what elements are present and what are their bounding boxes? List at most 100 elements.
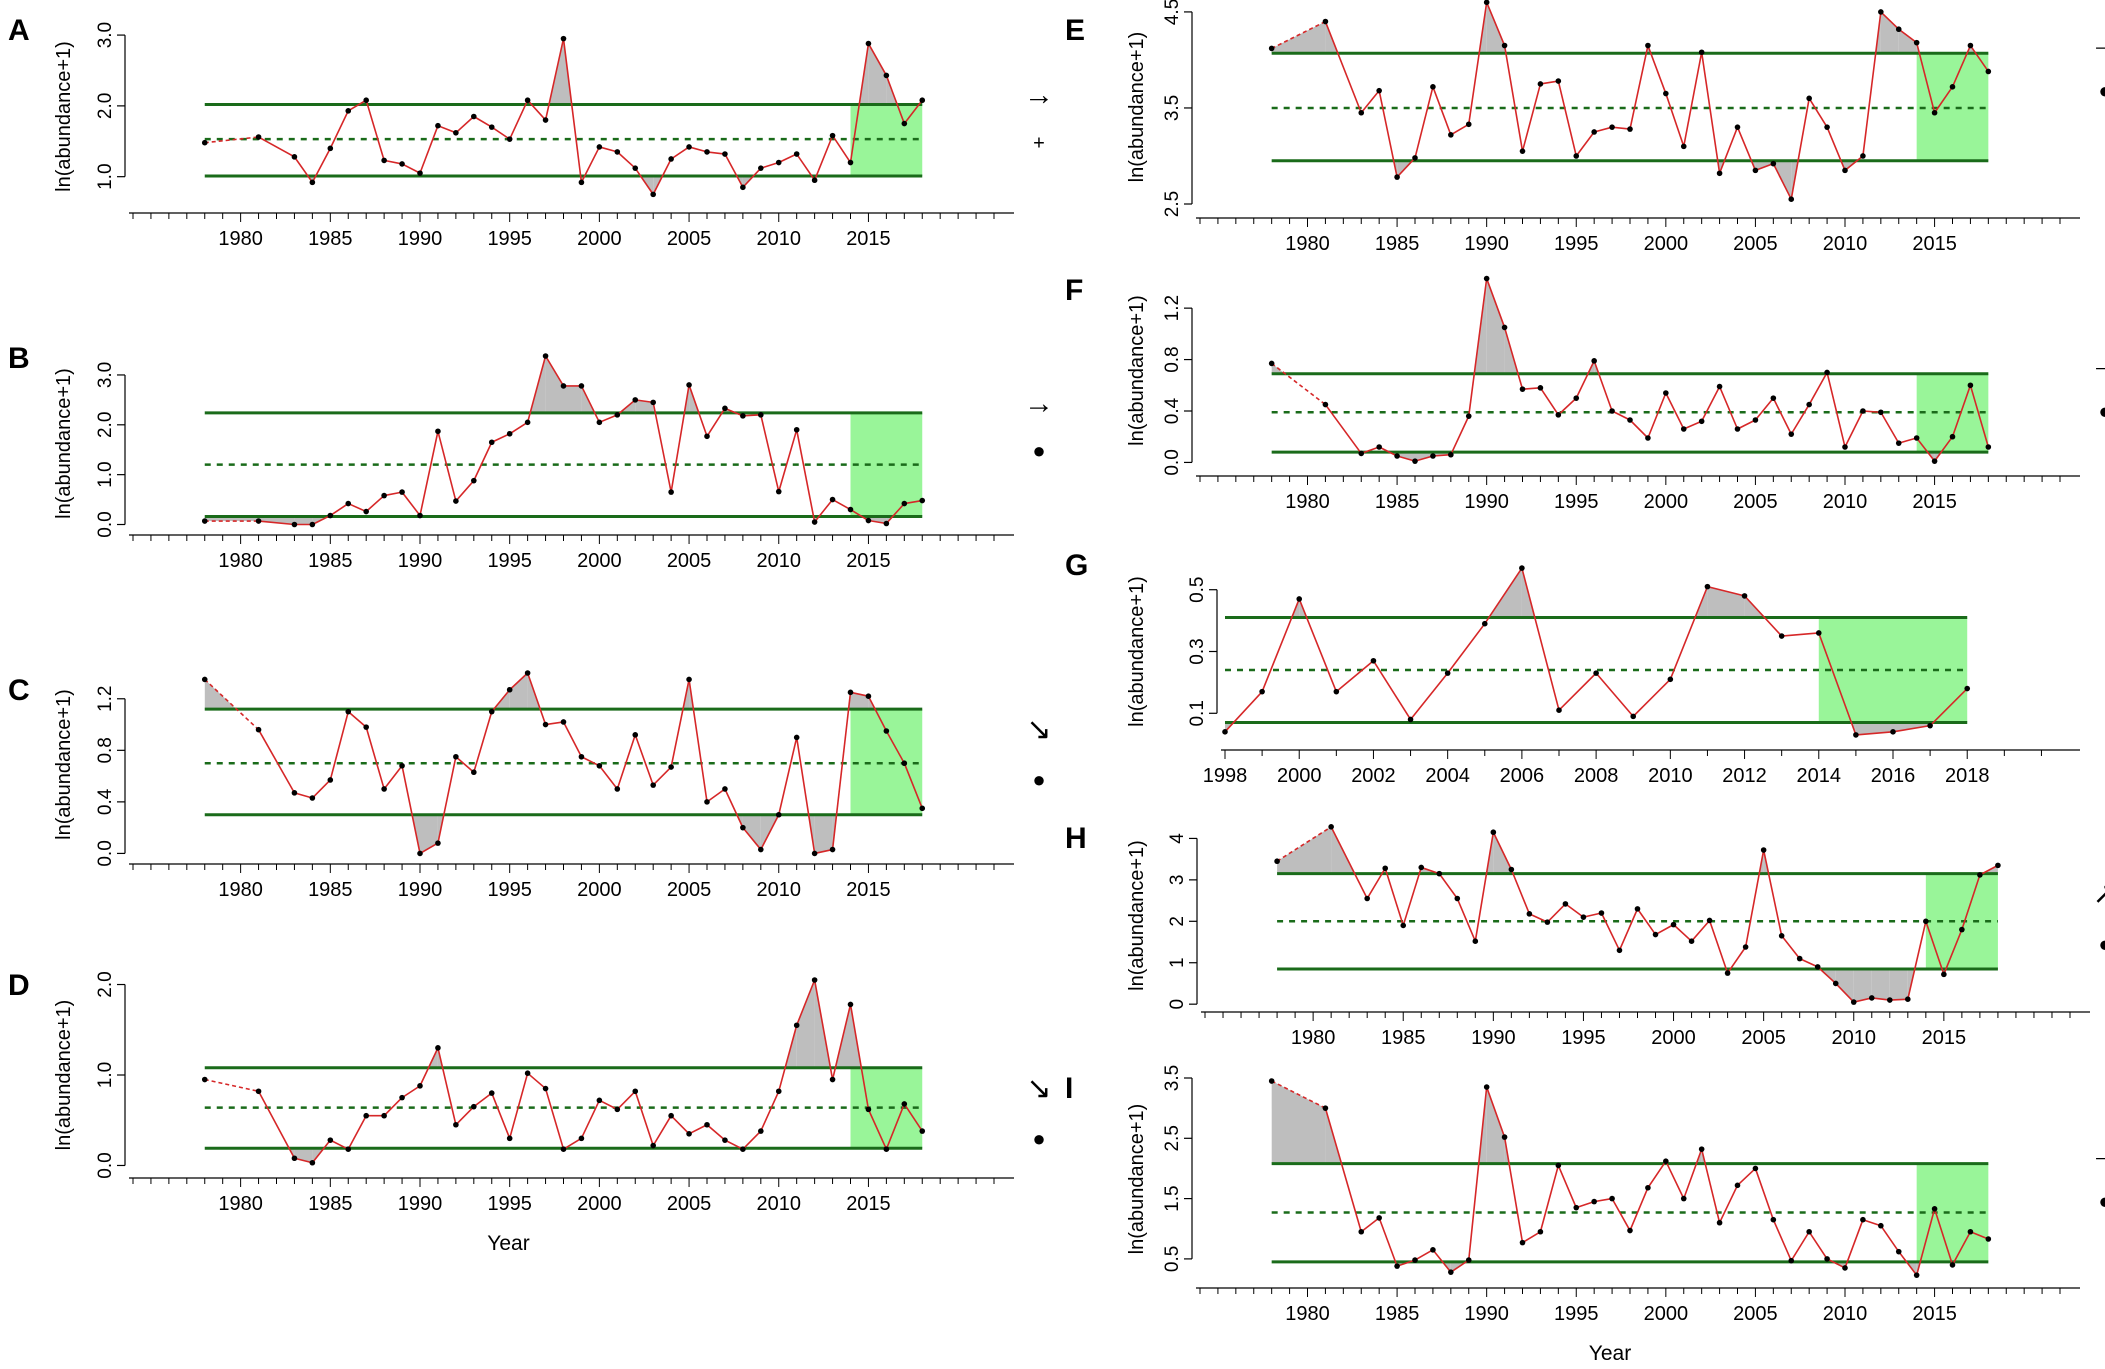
data-point: [1890, 729, 1896, 735]
data-point: [1967, 42, 1974, 49]
data-point: [865, 517, 872, 524]
data-point: [829, 846, 836, 853]
series-segment: [257, 1090, 296, 1159]
data-point: [291, 790, 298, 796]
data-point: [1680, 426, 1687, 432]
data-point: [453, 753, 459, 760]
data-point: [1995, 862, 2001, 869]
panel-G: 0.1 0.3 0.5 ln(abundance+1) 1998 2000 2002 2004…: [1065, 549, 2105, 787]
x-tick-label: 2010: [1648, 765, 1693, 787]
series-segment: [1276, 826, 1332, 862]
data-point: [201, 1076, 208, 1083]
data-point: [1734, 1182, 1741, 1189]
data-point: [381, 492, 387, 499]
series-segment: [1933, 436, 1954, 462]
x-tick-label: 2010: [1823, 1303, 1868, 1325]
data-point: [578, 1135, 585, 1142]
data-point: [883, 728, 890, 734]
data-point: [1376, 444, 1382, 450]
exceedance-above: [635, 399, 654, 413]
data-point: [1580, 914, 1587, 920]
exceedance-below: [420, 814, 438, 854]
series-segment: [1420, 866, 1440, 875]
series-segment: [294, 1157, 313, 1164]
series-segment: [1862, 1218, 1882, 1227]
series-segment: [1665, 93, 1685, 147]
series-segment: [1754, 397, 1774, 421]
data-point: [471, 1103, 477, 1110]
recent-window: [850, 709, 923, 815]
series-segment: [491, 1092, 511, 1139]
series-segment: [867, 695, 888, 732]
data-point: [1977, 872, 1983, 878]
panel-I: 0.5 1.5 2.5 3.5 ln(abundance+1) 1980 1985 1990 1…: [1065, 1065, 2105, 1365]
series-segment: [562, 38, 583, 183]
panel-label: C: [8, 674, 30, 707]
x-tick-label: 1995: [1554, 491, 1599, 513]
data-point: [1376, 87, 1382, 94]
series-segment: [1655, 923, 1674, 936]
x-tick-label: 2000: [1651, 1027, 1696, 1049]
series-segment: [1485, 1086, 1506, 1138]
data-point: [1923, 918, 1929, 925]
data-point: [506, 686, 513, 693]
series-segment: [1665, 1160, 1685, 1199]
x-tick-label: 1985: [1375, 233, 1420, 255]
data-point: [1556, 707, 1562, 713]
recent-window: [1916, 373, 1989, 453]
x-tick-label: 1980: [1285, 1303, 1330, 1325]
series-segment: [1271, 1080, 1326, 1109]
data-point: [740, 184, 746, 191]
data-point: [704, 1121, 710, 1128]
data-point: [1394, 1263, 1400, 1269]
data-point: [596, 762, 603, 769]
data-point: [901, 760, 908, 767]
y-tick-label: 4: [1167, 833, 1188, 844]
data-point: [1964, 685, 1971, 692]
data-point: [381, 157, 387, 164]
series-segment: [1558, 672, 1597, 711]
y-axis-label: ln(abundance+1): [1126, 576, 1148, 727]
data-point: [722, 1137, 728, 1143]
panel-F: 0.0 0.4 0.8 1.2 ln(abundance+1) 1980 1985 1990 1…: [1065, 274, 2105, 513]
data-point: [829, 132, 836, 139]
series-segment: [831, 692, 852, 850]
x-tick-label: 1995: [1561, 1027, 1606, 1049]
series-segment: [1632, 678, 1671, 717]
series-segment: [831, 135, 852, 163]
series-segment: [473, 441, 493, 481]
series-segment: [1755, 162, 1774, 172]
data-point: [1562, 901, 1569, 907]
trend-arrow: →: [1024, 387, 1054, 420]
y-axis-label: ln(abundance+1): [53, 689, 75, 840]
x-tick-label: 1990: [398, 550, 443, 572]
x-tick-label: 2006: [1500, 765, 1545, 787]
series-segment: [562, 721, 583, 758]
series-segment: [1951, 1231, 1972, 1266]
panel-label: F: [1065, 274, 1083, 307]
series-segment: [670, 146, 690, 160]
y-tick-label: 3.0: [95, 362, 116, 388]
panel-label: I: [1065, 1072, 1073, 1105]
series-segment: [688, 679, 708, 802]
x-tick-label: 2000: [577, 550, 622, 572]
data-point: [811, 977, 818, 983]
series-segment: [813, 135, 834, 181]
data-point: [865, 693, 872, 699]
data-point: [1741, 593, 1748, 599]
data-point: [775, 1088, 782, 1095]
data-point: [865, 40, 872, 47]
series-segment: [796, 153, 816, 181]
data-point: [1742, 944, 1749, 950]
series-segment: [383, 159, 403, 165]
y-tick-label: 0.0: [95, 511, 116, 537]
series-segment: [1366, 867, 1386, 899]
series-segment: [1271, 362, 1326, 406]
series-segment: [670, 679, 690, 768]
data-point: [596, 419, 603, 426]
x-tick-label: 2000: [577, 879, 622, 901]
series-segment: [1690, 919, 1711, 942]
data-point: [399, 1094, 405, 1101]
series-segment: [258, 520, 295, 526]
series-segment: [652, 1115, 672, 1146]
